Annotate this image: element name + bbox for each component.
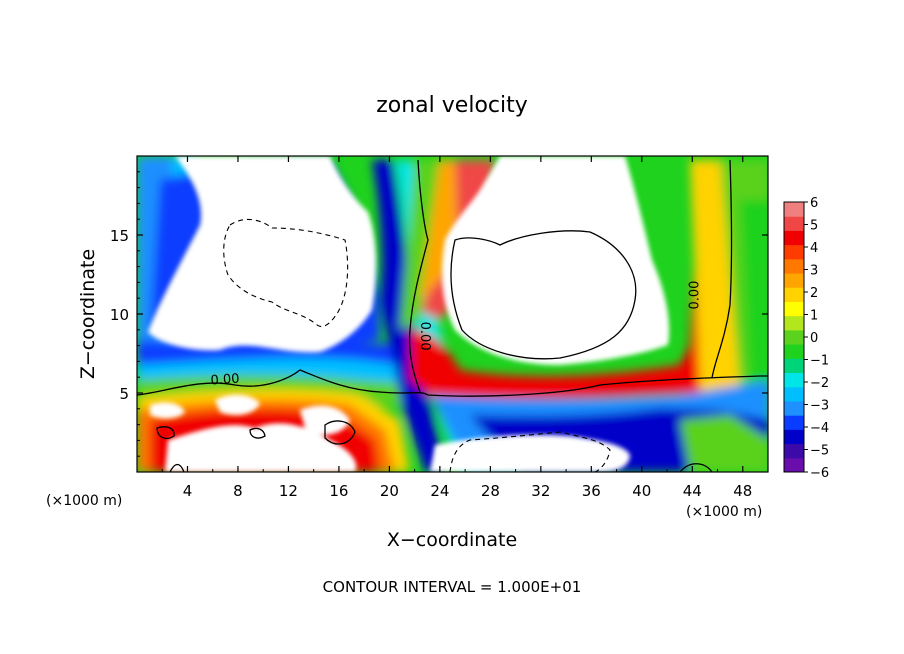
- colorbar-label: 3: [810, 264, 818, 279]
- y-tick-label: 5: [119, 385, 129, 403]
- x-tick-label: 4: [183, 482, 193, 500]
- colorbar-label: −3: [810, 399, 829, 414]
- colorbar-label: −1: [810, 354, 829, 369]
- colorbar-swatch: [784, 258, 804, 274]
- colorbar-swatch: [784, 457, 804, 473]
- x-tick-label: 12: [279, 482, 298, 500]
- colorbar-label: −4: [810, 421, 829, 436]
- colorbar-swatch: [784, 287, 804, 302]
- x-axis-ticks: 4 8 12 16 20 24 28 32 36 40 44 48: [161, 156, 752, 500]
- colorbar-label: 4: [810, 241, 818, 256]
- colorbar-label: 5: [810, 219, 818, 234]
- colorbar-label: −2: [810, 376, 829, 391]
- contour-label: 0.00: [688, 281, 703, 310]
- colorbar-swatch: [784, 315, 804, 331]
- x-tick-label: 20: [380, 482, 399, 500]
- x-axis-unit-right: (×1000 m): [686, 504, 762, 520]
- colorbar-swatch: [784, 273, 804, 288]
- colorbar-swatch: [784, 429, 804, 445]
- colorbar-swatch: [784, 386, 804, 402]
- colorbar-label: −6: [810, 466, 829, 481]
- x-axis-unit-left: (×1000 m): [46, 493, 122, 509]
- colorbar-swatch: [784, 344, 804, 359]
- velocity-field: [137, 156, 768, 472]
- contour-labels: 0.00 0.00 0.00: [210, 281, 702, 389]
- x-tick-label: 16: [329, 482, 348, 500]
- y-axis-label: Z−coordinate: [77, 249, 99, 379]
- y-axis-ticks: 5 10 15: [110, 171, 768, 457]
- x-tick-label: 44: [683, 482, 702, 500]
- colorbar-label: 0: [810, 331, 818, 346]
- x-tick-label: 28: [481, 482, 500, 500]
- colorbar-label: 2: [810, 286, 818, 301]
- x-tick-label: 8: [233, 482, 243, 500]
- contour-label: 0.00: [210, 372, 240, 389]
- colorbar-swatch: [784, 301, 804, 317]
- y-tick-label: 10: [110, 306, 129, 324]
- colorbar-label: −5: [810, 444, 829, 459]
- colorbar-swatch: [784, 202, 804, 217]
- x-tick-label: 32: [531, 482, 550, 500]
- colorbar-swatch: [784, 329, 804, 345]
- x-tick-label: 48: [733, 482, 752, 500]
- colorbar-swatch: [784, 400, 804, 416]
- contour-lines: [137, 159, 768, 472]
- x-tick-label: 36: [582, 482, 601, 500]
- y-tick-label: 15: [110, 227, 129, 245]
- x-axis-label: X−coordinate: [387, 529, 517, 551]
- colorbar-swatch: [784, 372, 804, 388]
- contour-label: 0.00: [417, 322, 432, 351]
- colorbar-swatch: [784, 230, 804, 246]
- colorbar-swatch: [784, 443, 804, 459]
- negative-contour-lines: [223, 218, 611, 472]
- chart-title: zonal velocity: [376, 93, 528, 118]
- x-tick-label: 24: [430, 482, 449, 500]
- colorbar-label: 1: [810, 309, 818, 324]
- colorbar-swatch: [784, 216, 804, 231]
- colorbar-label: 6: [810, 196, 818, 211]
- contour-interval-note: CONTOUR INTERVAL = 1.000E+01: [323, 578, 582, 596]
- x-tick-label: 40: [632, 482, 651, 500]
- colorbar-swatch: [784, 244, 804, 260]
- colorbar: 6 5 4 3 2 1 0 −1 −2 −3 −4 −5 −6: [783, 196, 829, 481]
- colorbar-swatch: [784, 358, 804, 374]
- colorbar-swatch: [784, 415, 804, 430]
